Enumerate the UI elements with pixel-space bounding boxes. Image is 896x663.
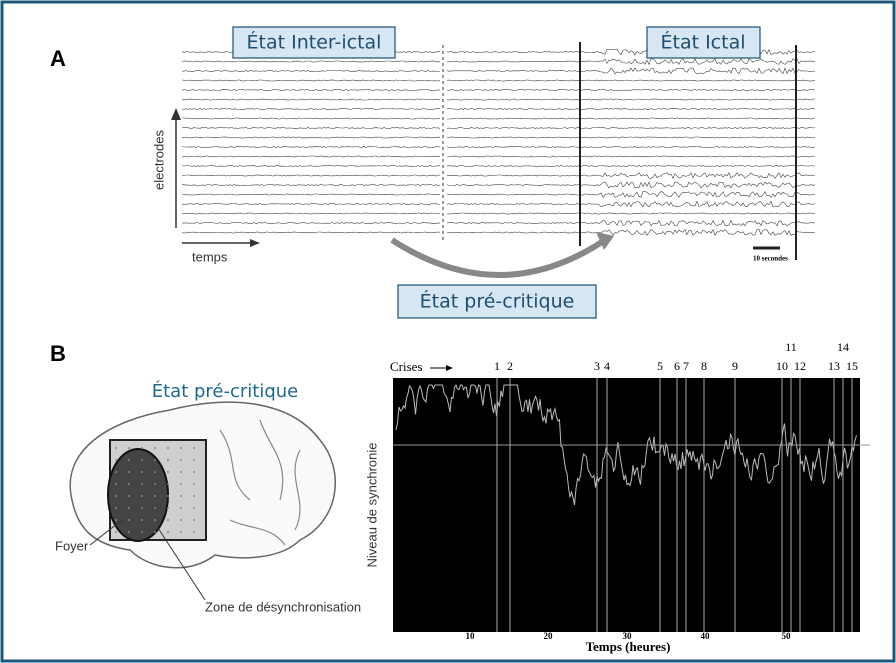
dot — [141, 519, 143, 521]
label: État pré-critique — [420, 290, 575, 313]
dot — [180, 531, 182, 533]
dot — [141, 507, 143, 509]
dot — [128, 495, 130, 497]
dot — [180, 483, 182, 485]
dot — [115, 495, 117, 497]
axis-label: Temps (heures) — [586, 639, 671, 654]
dot — [115, 519, 117, 521]
dot — [154, 483, 156, 485]
seizure-label: 2 — [507, 359, 513, 373]
dot — [167, 507, 169, 509]
dot — [180, 447, 182, 449]
dot — [141, 459, 143, 461]
dot — [167, 495, 169, 497]
seizure-label: 9 — [732, 359, 738, 373]
dot — [115, 531, 117, 533]
axis-label: temps — [192, 249, 228, 264]
dot — [180, 495, 182, 497]
dot — [193, 483, 195, 485]
dot — [154, 471, 156, 473]
dot — [115, 483, 117, 485]
dot — [180, 519, 182, 521]
dot — [115, 507, 117, 509]
dot — [193, 519, 195, 521]
dot — [128, 447, 130, 449]
dot — [115, 459, 117, 461]
dot — [167, 531, 169, 533]
axis-label: electrodes — [151, 130, 166, 190]
dot — [167, 447, 169, 449]
dot — [167, 483, 169, 485]
dot — [141, 471, 143, 473]
dot — [141, 531, 143, 533]
seizure-label: 15 — [846, 359, 858, 373]
dot — [128, 483, 130, 485]
seizure-label: 7 — [683, 359, 689, 373]
label: Zone de désynchronisation — [205, 599, 361, 614]
dot — [128, 459, 130, 461]
axis-label: Niveau de synchronie — [364, 442, 379, 567]
dot — [154, 495, 156, 497]
dot — [128, 471, 130, 473]
label: État Ictal — [660, 31, 745, 54]
dot — [154, 447, 156, 449]
x-tick-label: 40 — [701, 631, 711, 641]
dot — [167, 519, 169, 521]
dot — [154, 531, 156, 533]
dot — [141, 447, 143, 449]
focus — [108, 449, 168, 541]
seizure-label: 13 — [828, 359, 840, 373]
dot — [128, 531, 130, 533]
dot — [141, 495, 143, 497]
dot — [180, 471, 182, 473]
seizure-label: 6 — [674, 359, 680, 373]
dot — [193, 495, 195, 497]
dot — [193, 471, 195, 473]
figure: A État Inter-ictal État Ictal electrodes… — [0, 0, 896, 663]
dot — [141, 483, 143, 485]
title: État pré-critique — [152, 380, 299, 402]
dot — [167, 459, 169, 461]
dot — [167, 471, 169, 473]
dot — [128, 519, 130, 521]
seizure-label: 4 — [604, 359, 610, 373]
dot — [115, 447, 117, 449]
seizure-label: 8 — [701, 359, 707, 373]
x-tick-label: 20 — [544, 631, 554, 641]
seizure-label: 5 — [657, 359, 663, 373]
dot — [180, 459, 182, 461]
seizure-label: 3 — [594, 359, 600, 373]
label: Crises — [390, 359, 423, 374]
seizure-label: 10 — [776, 359, 788, 373]
dot — [115, 471, 117, 473]
label: État Inter-ictal — [247, 31, 382, 54]
x-tick-label: 10 — [466, 631, 476, 641]
seizure-label: 1 — [494, 359, 500, 373]
dot — [193, 507, 195, 509]
label: Foyer — [55, 538, 89, 553]
dot — [193, 447, 195, 449]
panel-label: B — [50, 341, 66, 366]
seizure-label: 14 — [837, 340, 849, 354]
dot — [154, 507, 156, 509]
dot — [193, 459, 195, 461]
x-tick-label: 50 — [782, 631, 792, 641]
seizure-label: 12 — [794, 359, 806, 373]
x-tick-label: 30 — [623, 631, 633, 641]
plot-area — [393, 378, 860, 632]
dot — [193, 531, 195, 533]
dot — [154, 519, 156, 521]
dot — [128, 507, 130, 509]
scale-label: 10 secondes — [753, 255, 788, 263]
dot — [154, 459, 156, 461]
dot — [180, 507, 182, 509]
seizure-label: 11 — [785, 340, 797, 354]
panel-label: A — [50, 46, 66, 71]
